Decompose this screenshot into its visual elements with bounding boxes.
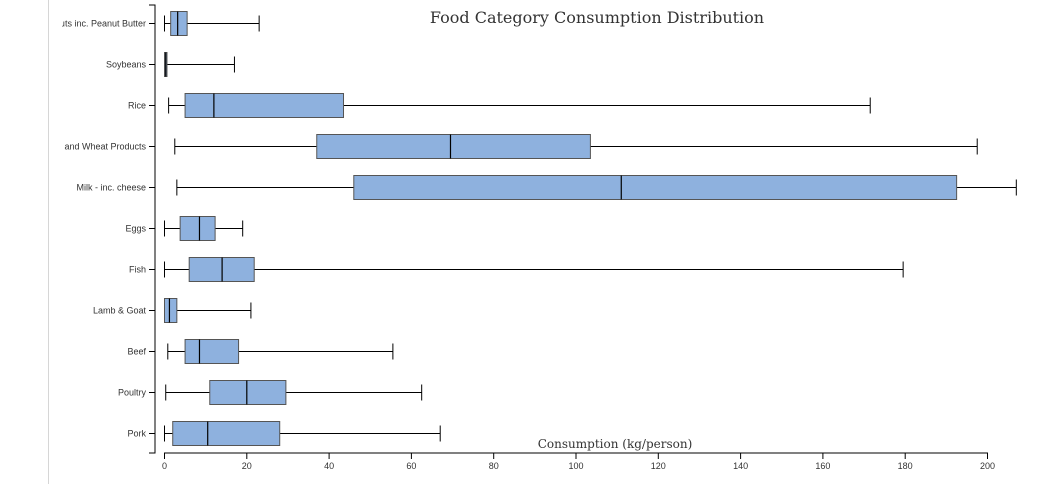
y-tick-label: Lamb & Goat <box>93 306 147 316</box>
y-tick-label: Eggs <box>125 224 146 234</box>
y-tick-label: Poultry <box>118 388 147 398</box>
y-tick-label: Pork <box>127 429 146 439</box>
y-tick-label: Beef <box>127 347 146 357</box>
box-2 <box>168 93 871 118</box>
x-axis-title: Consumption (kg/person) <box>538 437 693 451</box>
box-iqr <box>316 134 591 159</box>
box-iqr <box>353 175 958 200</box>
box-8 <box>167 339 394 364</box>
box-iqr <box>170 11 188 36</box>
box-6 <box>164 257 904 282</box>
x-tick-label: 180 <box>898 461 913 471</box>
box-1 <box>164 52 235 77</box>
x-tick-label: 80 <box>489 461 499 471</box>
x-tick-label: 140 <box>733 461 748 471</box>
chart-title: Food Category Consumption Distribution <box>430 8 764 27</box>
y-tick-label: Rice <box>128 101 146 111</box>
x-tick-label: 160 <box>815 461 830 471</box>
box-9 <box>165 380 423 405</box>
box-iqr <box>179 216 216 241</box>
box-0 <box>164 11 260 36</box>
x-tick-label: 200 <box>980 461 995 471</box>
box-iqr <box>184 93 345 118</box>
panel-divider <box>48 0 49 484</box>
box-3 <box>174 134 978 159</box>
y-tick-label: Soybeans <box>106 60 147 70</box>
x-tick-label: 0 <box>162 461 167 471</box>
box-iqr <box>172 421 281 446</box>
plot-area: Nuts inc. Peanut Butter Soybeans Rice Wheat… <box>36 4 1017 471</box>
box-marks <box>164 11 1017 446</box>
box-4 <box>176 175 1017 200</box>
y-tick-label: Fish <box>129 265 146 275</box>
box-iqr <box>184 339 240 364</box>
box-iqr <box>209 380 287 405</box>
x-tick-label: 100 <box>568 461 583 471</box>
y-tick-label: Wheat and Wheat Products <box>36 142 147 152</box>
box-iqr <box>164 298 178 323</box>
x-tick-label: 20 <box>242 461 252 471</box>
x-tick-label: 40 <box>324 461 334 471</box>
box-5 <box>164 216 244 241</box>
x-tick-label: 60 <box>406 461 416 471</box>
box-7 <box>164 298 252 323</box>
y-tick-label: Milk - inc. cheese <box>76 183 146 193</box>
y-tick-label: Nuts inc. Peanut Butter <box>53 19 146 29</box>
x-tick-label: 120 <box>651 461 666 471</box>
box-10 <box>164 421 441 446</box>
